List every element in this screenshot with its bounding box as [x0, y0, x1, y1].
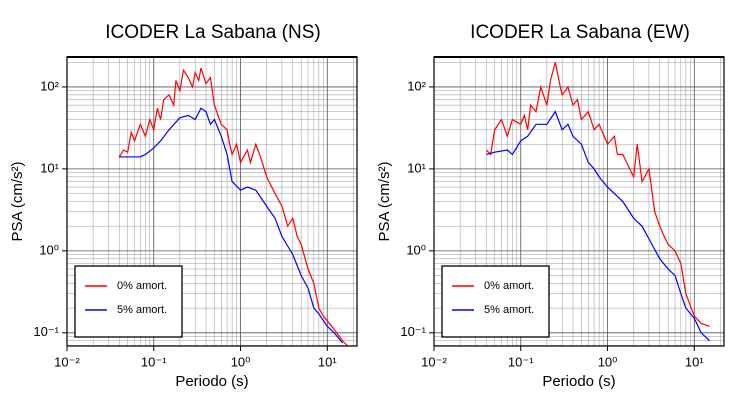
y-tick-label: 10¹	[407, 160, 426, 175]
series-line	[119, 107, 344, 344]
series-line	[118, 67, 348, 346]
x-tick-label: 10⁻²	[421, 354, 447, 369]
series-line	[486, 110, 710, 342]
series-line	[485, 62, 710, 327]
x-tick-label: 10⁻¹	[141, 354, 167, 369]
x-axis-label: Periodo (s)	[542, 373, 615, 390]
legend-box	[74, 265, 183, 338]
y-tick-label: 10²	[407, 78, 426, 93]
x-tick-label: 10⁻¹	[508, 354, 534, 369]
legend-label: 5% amort.	[117, 304, 167, 316]
chart-title: ICODER La Sabana (NS)	[105, 22, 320, 43]
y-tick-label: 10¹	[40, 160, 59, 175]
x-tick-label: 10⁰	[231, 354, 251, 369]
x-tick-label: 10⁻²	[54, 354, 80, 369]
x-tick-label: 10¹	[685, 354, 704, 369]
legend-label: 0% amort.	[117, 280, 167, 292]
x-axis-label: Periodo (s)	[175, 373, 248, 390]
legend-label: 5% amort.	[484, 304, 534, 316]
y-tick-label: 10⁻¹	[400, 324, 426, 339]
y-axis-label: PSA (cm/s²)	[376, 161, 393, 241]
legend-box	[441, 265, 550, 338]
y-tick-label: 10⁻¹	[33, 324, 59, 339]
y-tick-label: 10⁰	[39, 242, 59, 257]
x-tick-label: 10⁰	[598, 354, 618, 369]
chart-title: ICODER La Sabana (EW)	[470, 22, 690, 43]
x-tick-label: 10¹	[318, 354, 337, 369]
y-axis-label: PSA (cm/s²)	[9, 161, 26, 241]
y-tick-label: 10²	[40, 78, 59, 93]
y-tick-label: 10⁰	[406, 242, 426, 257]
legend-label: 0% amort.	[484, 280, 534, 292]
